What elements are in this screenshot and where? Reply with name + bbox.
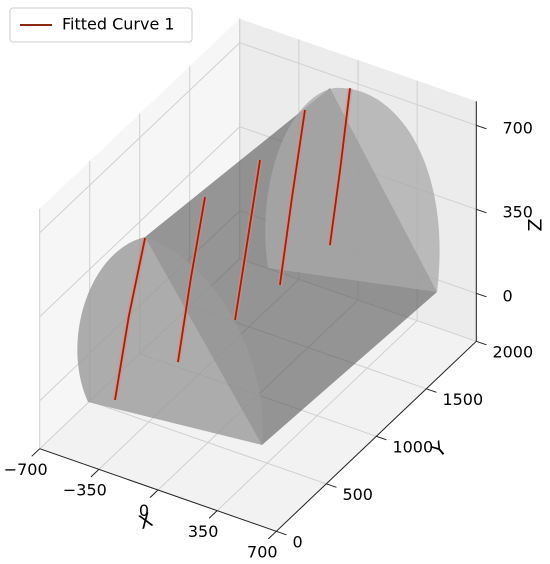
y-tick-label: 1500 [442,390,483,409]
x-tick-label: −350 [63,480,107,499]
cylinder-front-face [77,237,263,445]
grid-line [89,400,327,485]
grid-line [39,42,241,234]
y-tick-label: 2000 [492,342,533,361]
z-tick [476,292,487,298]
x-tick [208,510,218,519]
z-tick-label: 0 [502,286,512,305]
x-tick [149,489,159,498]
curve [234,159,261,321]
x-tick [267,530,277,540]
x-tick-label: 350 [188,522,219,541]
curve [177,196,206,363]
half-cylinder [77,87,440,445]
grid-line [239,42,477,126]
y-tick-label: 0 [292,532,302,551]
z-tick-label: 700 [502,118,533,137]
grid-line [39,126,241,318]
x-tick-label: 0 [139,501,149,520]
y-tick [326,483,337,488]
y-tick-label: 500 [342,485,373,504]
axes: −700 −350 0 350 700 0 500 1000 1500 2000 0 350 700 [4,101,533,561]
y-tick [426,388,437,393]
curve [114,237,146,401]
curve [279,109,306,286]
y-tick [476,340,487,346]
x-tick-label: −700 [4,460,48,479]
x-tick [31,448,41,457]
curves [112,87,353,401]
x-tick-label: 700 [247,542,278,561]
curve [329,88,351,246]
z-axis-label: Z [525,218,547,231]
legend-box [9,7,193,43]
y-tick-label: 1000 [392,437,433,456]
y-tick [276,530,287,536]
legend-label: Fitted Curve 1 [62,15,175,34]
x-tick [90,468,100,478]
y-tick [376,435,387,441]
x-axis-label: X [136,509,156,534]
z-tick [476,124,487,130]
cylinder-back-face [265,87,440,293]
z-tick-label: 350 [502,202,533,221]
z-tick [476,208,487,214]
legend: Fitted Curve 1 [9,7,193,43]
